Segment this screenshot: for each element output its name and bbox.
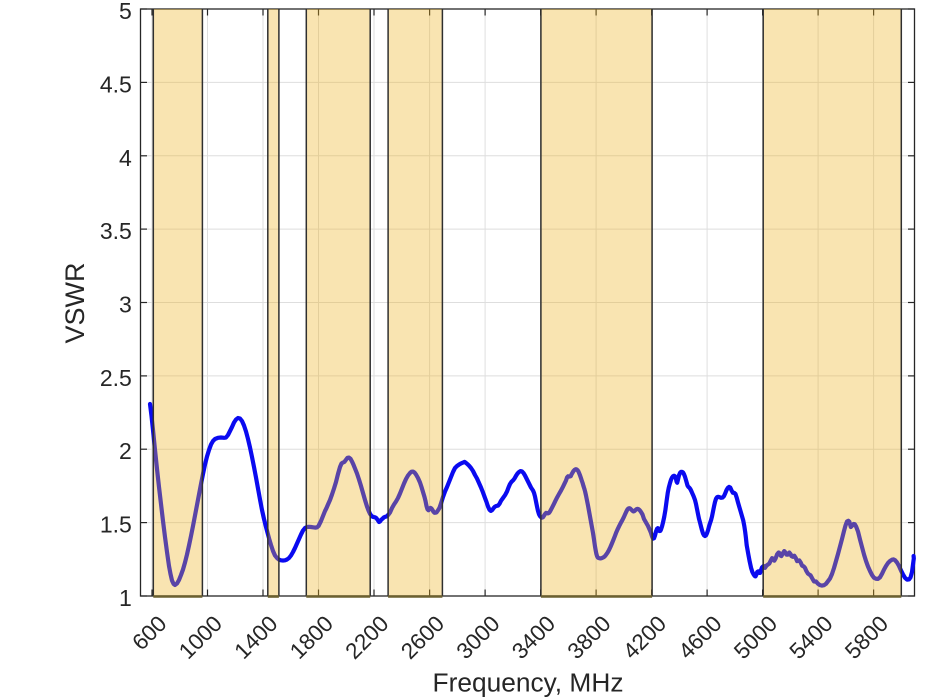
- svg-text:4.5: 4.5: [100, 71, 132, 97]
- svg-text:3: 3: [119, 292, 132, 318]
- svg-text:3.5: 3.5: [100, 218, 132, 244]
- svg-text:1: 1: [119, 585, 132, 611]
- svg-text:VSWR: VSWR: [60, 263, 90, 344]
- svg-text:2.5: 2.5: [100, 365, 132, 391]
- svg-text:4: 4: [119, 145, 132, 171]
- svg-text:5: 5: [119, 0, 132, 24]
- svg-text:1.5: 1.5: [100, 512, 132, 538]
- svg-text:2: 2: [119, 438, 132, 464]
- svg-text:Frequency, MHz: Frequency, MHz: [433, 668, 624, 698]
